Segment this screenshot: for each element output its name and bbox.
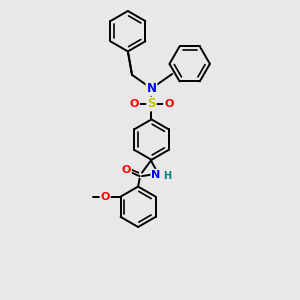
Text: N: N xyxy=(146,82,157,95)
Text: O: O xyxy=(130,99,139,109)
Text: S: S xyxy=(147,98,156,110)
Text: N: N xyxy=(151,170,160,180)
Text: O: O xyxy=(100,192,110,202)
Text: O: O xyxy=(164,99,173,109)
Text: O: O xyxy=(122,165,131,175)
Text: H: H xyxy=(163,171,171,181)
